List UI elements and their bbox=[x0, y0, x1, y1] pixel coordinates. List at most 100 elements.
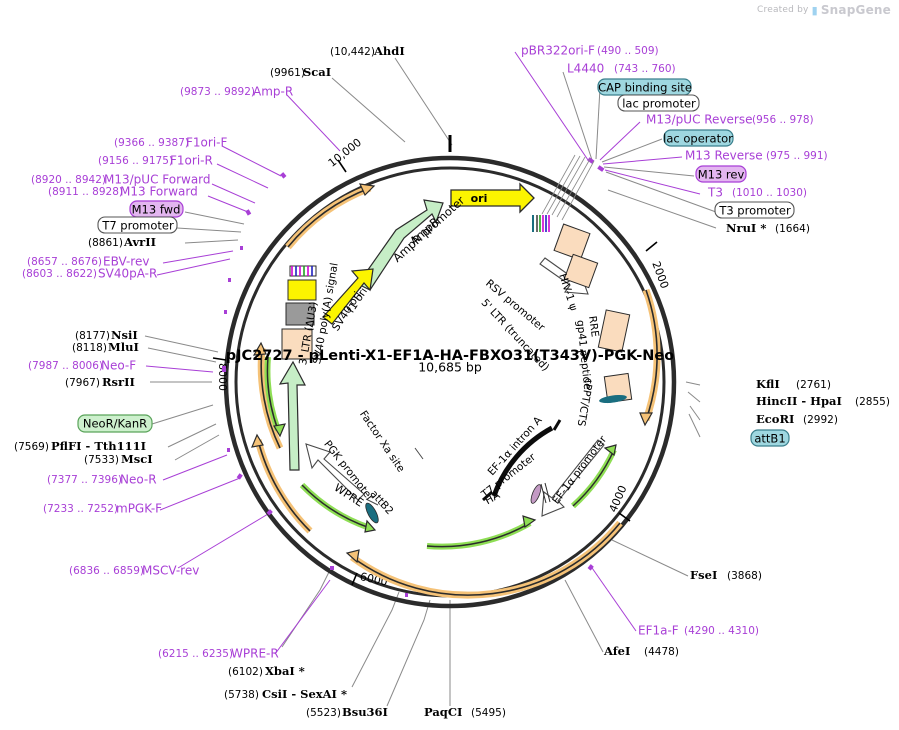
badge-lac-promoter[interactable]: lac promoter bbox=[617, 94, 700, 112]
label-m13-puc-reverse: M13/pUC Reverse (956 .. 978) bbox=[646, 113, 814, 127]
badge-label: NeoR/KanR bbox=[83, 417, 147, 431]
badge-cap-binding-site[interactable]: CAP binding site bbox=[597, 78, 692, 96]
inner-label-cppt-cts: cPPT/CTS bbox=[575, 377, 595, 427]
label-name[interactable]: EBV-rev bbox=[103, 255, 149, 269]
label-f1ori-f: (9366 .. 9387)F1ori-F bbox=[114, 136, 227, 150]
tick-label-4000: 4000 bbox=[607, 483, 630, 514]
label-pos: (3868) bbox=[727, 570, 762, 582]
label-name[interactable]: XbaI * bbox=[265, 664, 305, 678]
label-pos: (6215 .. 6235) bbox=[158, 648, 233, 660]
label-pos: (7233 .. 7252) bbox=[43, 503, 118, 515]
badge-t7-promoter-left[interactable]: T7 promoter bbox=[97, 216, 178, 234]
label-name[interactable]: MluI bbox=[108, 340, 139, 354]
label-name[interactable]: SV40pA-R bbox=[98, 267, 157, 281]
badge-label: CAP binding site bbox=[598, 81, 692, 95]
label-name[interactable]: WPRE-R bbox=[231, 647, 279, 661]
badge-label: attB1 bbox=[754, 432, 785, 446]
badge-m13-fwd[interactable]: M13 fwd bbox=[129, 200, 184, 218]
plasmid-size: 10,685 bp bbox=[418, 360, 482, 375]
label-name[interactable]: F1ori-F bbox=[186, 136, 227, 150]
label-name[interactable]: Neo-R bbox=[120, 473, 157, 487]
label-name[interactable]: FseI bbox=[690, 568, 717, 582]
label-pos: (7569) bbox=[14, 441, 49, 453]
label-pos: (8861) bbox=[88, 237, 123, 249]
label-pos: (8911 .. 8928) bbox=[48, 186, 123, 198]
label-name[interactable]: CsiI - SexAI * bbox=[262, 687, 347, 701]
label-msci: (7533) MscI bbox=[84, 452, 153, 466]
label-name[interactable]: Neo-F bbox=[101, 359, 136, 373]
label-name[interactable]: HincII - HpaI bbox=[756, 394, 842, 408]
label-m13-reverse: M13 Reverse (975 .. 991) bbox=[685, 149, 828, 163]
gene-arrow-pgk-promoter bbox=[305, 443, 365, 501]
label-name[interactable]: RsrII bbox=[102, 375, 135, 389]
label-xbai: (6102) XbaI * bbox=[228, 664, 305, 678]
gene-arrow-3ltr bbox=[278, 360, 306, 471]
label-name[interactable]: PflFI - Tth111I bbox=[51, 439, 146, 453]
label-amp-r: (9873 .. 9892)Amp-R bbox=[180, 85, 293, 99]
label-name[interactable]: MSCV-rev bbox=[142, 564, 199, 578]
inner-label-ori: ori bbox=[471, 192, 488, 205]
badge-label: M13 fwd bbox=[132, 203, 181, 217]
label-neo-r: (7377 .. 7396)Neo-R bbox=[47, 473, 157, 487]
label-pos: (2761) bbox=[796, 379, 831, 391]
label-pos: (4290 .. 4310) bbox=[684, 625, 759, 637]
label-mpgk-f: (7233 .. 7252)mPGK-F bbox=[43, 502, 162, 516]
label-m13-forward: (8911 .. 8928)M13 Forward bbox=[48, 185, 198, 199]
label-name[interactable]: M13/pUC Forward bbox=[104, 173, 211, 187]
badge-attb1[interactable]: attB1 bbox=[750, 429, 790, 447]
label-name[interactable]: AfeI bbox=[603, 644, 630, 658]
label-pos: (6836 .. 6859) bbox=[69, 565, 144, 577]
label-name[interactable]: NruI * bbox=[726, 221, 766, 235]
label-name[interactable]: EcoRI bbox=[756, 412, 794, 426]
label-wpre-r: (6215 .. 6235)WPRE-R bbox=[158, 647, 279, 661]
label-neo-f: (7987 .. 8006)Neo-F bbox=[28, 359, 136, 373]
label-pos: (7987 .. 8006) bbox=[28, 360, 103, 372]
label-name[interactable]: MscI bbox=[121, 452, 153, 466]
label-ebv-rev: (8657 .. 8676) EBV-rev bbox=[27, 255, 149, 269]
label-name[interactable]: M13/pUC Reverse bbox=[646, 113, 753, 127]
label-name[interactable]: M13 Forward bbox=[120, 185, 198, 199]
label-name[interactable]: AhdI bbox=[373, 44, 405, 58]
label-pos: (2855) bbox=[855, 396, 890, 408]
badge-m13-rev[interactable]: M13 rev bbox=[695, 165, 747, 183]
label-name[interactable]: AvrII bbox=[123, 235, 156, 249]
feature-arcs bbox=[251, 183, 661, 599]
label-pos: (490 .. 509) bbox=[597, 45, 659, 57]
label-name[interactable]: NsiI bbox=[111, 328, 138, 342]
label-pos: (8657 .. 8676) bbox=[27, 256, 102, 268]
label-name[interactable]: F1ori-R bbox=[170, 154, 213, 168]
label-mlui: (8118) MluI bbox=[72, 340, 139, 354]
badge-lac-operator[interactable]: lac operator bbox=[663, 129, 734, 147]
label-name[interactable]: M13 Reverse bbox=[685, 149, 763, 163]
label-pos: (9156 .. 9175) bbox=[98, 155, 173, 167]
badge-t3-promoter[interactable]: T3 promoter bbox=[714, 201, 795, 219]
label-name[interactable]: PaqCI bbox=[424, 705, 462, 719]
label-name[interactable]: ScaI bbox=[303, 65, 331, 79]
label-name[interactable]: KflI bbox=[756, 377, 780, 391]
label-pos: (9873 .. 9892) bbox=[180, 86, 255, 98]
label-f1ori-r: (9156 .. 9175)F1ori-R bbox=[98, 154, 213, 168]
label-pos: (1010 .. 1030) bbox=[732, 187, 807, 199]
feature-boxes bbox=[281, 154, 633, 524]
bottom-label-column: (6215 .. 6235)WPRE-R (6102) XbaI * (5738)… bbox=[158, 647, 506, 720]
label-name[interactable]: L4440 bbox=[567, 62, 604, 76]
label-scai: (9961)ScaI bbox=[270, 65, 331, 79]
badge-label: M13 rev bbox=[698, 168, 745, 182]
label-name[interactable]: pBR322ori-F bbox=[521, 44, 595, 58]
label-kfli: KflI (2761) bbox=[756, 377, 831, 391]
label-pos: (1664) bbox=[775, 223, 810, 235]
label-name[interactable]: T3 bbox=[707, 186, 723, 200]
label-bsu36i: (5523) Bsu36I bbox=[306, 705, 388, 719]
label-name[interactable]: mPGK-F bbox=[116, 502, 162, 516]
credit-brand: SnapGene bbox=[820, 3, 891, 17]
label-name[interactable]: EF1a-F bbox=[638, 624, 679, 638]
badge-neor-kanr[interactable]: NeoR/KanR bbox=[77, 414, 153, 433]
label-csii-sexai: (5738) CsiI - SexAI * bbox=[224, 687, 347, 701]
gene-arrow-ori: ori bbox=[450, 182, 535, 214]
label-name[interactable]: Bsu36I bbox=[342, 705, 388, 719]
label-name[interactable]: Amp-R bbox=[253, 85, 293, 99]
label-ecori: EcoRI (2992) bbox=[756, 412, 838, 426]
snapgene-logo-icon: ▮ bbox=[811, 3, 818, 17]
label-pos: (743 .. 760) bbox=[614, 63, 676, 75]
